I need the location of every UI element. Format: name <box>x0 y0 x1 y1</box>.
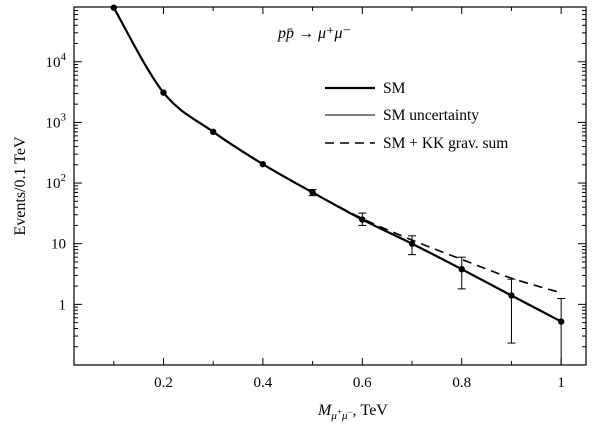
data-point <box>309 189 316 196</box>
y-tick-label: 102 <box>46 172 67 192</box>
plot-frame <box>73 6 587 366</box>
y-tick-label: 10 <box>51 237 66 253</box>
data-point <box>110 4 117 11</box>
data-point <box>259 160 267 168</box>
data-point <box>359 216 366 223</box>
legend: SM SM uncertainty SM + KK grav. sum <box>325 80 508 152</box>
data-point <box>408 240 416 247</box>
points-layer <box>110 4 566 366</box>
legend-label-kk-sum: SM + KK grav. sum <box>383 135 508 152</box>
x-tick-label: 1 <box>557 375 565 391</box>
data-point <box>209 128 217 136</box>
legend-label-sm: SM <box>383 80 406 97</box>
x-tick-label: 0.6 <box>353 375 372 391</box>
process-label: pp̄ → μ⁺μ⁻ <box>277 25 351 42</box>
series-line-sm <box>112 7 562 323</box>
data-point <box>160 89 167 96</box>
ticks-layer: 0.2 0.4 0.6 0.8 1 1 10 102 103 104 <box>46 6 586 391</box>
x-axis-title: Mμ+μ−, TeV <box>317 402 388 422</box>
series-layer <box>112 7 562 323</box>
series-line-sm-kk-sum <box>312 191 562 294</box>
x-tick-label: 0.2 <box>154 375 173 391</box>
y-tick-label: 104 <box>46 51 67 71</box>
y-tick-label: 1 <box>59 297 67 313</box>
data-point <box>508 292 515 299</box>
legend-label-sm-uncertainty: SM uncertainty <box>383 107 479 124</box>
data-point <box>458 265 465 273</box>
x-tick-label: 0.4 <box>254 375 273 391</box>
y-tick-label: 103 <box>46 111 67 131</box>
x-tick-label: 0.8 <box>452 375 471 391</box>
y-axis-title: Events/0.1 TeV <box>12 136 29 235</box>
data-point <box>557 318 565 325</box>
